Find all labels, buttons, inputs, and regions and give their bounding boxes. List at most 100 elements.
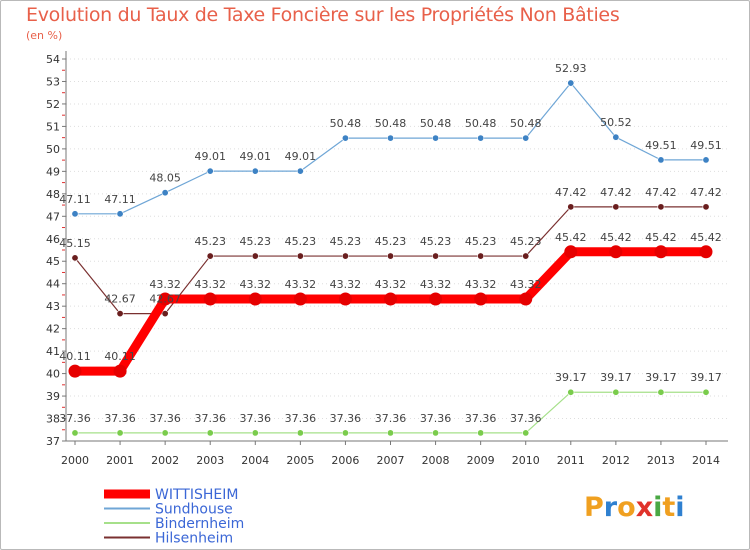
point-hilsenheim xyxy=(477,252,485,260)
x-tick-label: 2014 xyxy=(692,454,720,467)
y-tick-label: 51 xyxy=(46,120,60,133)
chart-title: Evolution du Taux de Taxe Foncière sur l… xyxy=(26,4,620,26)
data-label-wittisheim: 43.32 xyxy=(194,278,226,291)
y-tick-label: 52 xyxy=(46,98,60,111)
x-tick-label: 2008 xyxy=(422,454,450,467)
data-label-sundhouse: 50.48 xyxy=(465,117,497,130)
data-label-sundhouse: 50.52 xyxy=(600,116,632,129)
legend-label-wittisheim: WITTISHEIM xyxy=(155,487,238,503)
data-label-bindernheim: 39.17 xyxy=(645,371,677,384)
point-sundhouse xyxy=(206,167,214,175)
data-label-bindernheim: 39.17 xyxy=(690,371,722,384)
point-wittisheim xyxy=(654,245,668,259)
point-bindernheim xyxy=(386,429,394,437)
data-label-hilsenheim: 45.23 xyxy=(420,235,452,248)
data-label-bindernheim: 37.36 xyxy=(104,412,136,425)
x-tick-label: 2009 xyxy=(467,454,495,467)
data-label-hilsenheim: 42.67 xyxy=(149,293,181,306)
data-label-hilsenheim: 45.23 xyxy=(240,235,272,248)
point-hilsenheim xyxy=(296,252,304,260)
data-label-sundhouse: 49.01 xyxy=(194,150,226,163)
point-wittisheim xyxy=(338,292,352,306)
data-label-bindernheim: 39.17 xyxy=(600,371,632,384)
legend-label-hilsenheim: Hilsenheim xyxy=(155,531,233,547)
data-label-bindernheim: 37.36 xyxy=(59,412,91,425)
point-sundhouse xyxy=(657,156,665,164)
logo-letter: r xyxy=(604,492,618,523)
series-line-wittisheim xyxy=(70,247,711,376)
y-tick-label: 47 xyxy=(46,210,60,223)
data-label-bindernheim: 37.36 xyxy=(510,412,542,425)
data-label-hilsenheim: 45.23 xyxy=(194,235,226,248)
data-label-hilsenheim: 45.15 xyxy=(59,237,91,250)
x-tick-label: 2012 xyxy=(602,454,630,467)
data-label-wittisheim: 45.42 xyxy=(600,231,632,244)
point-wittisheim xyxy=(384,292,397,306)
point-hilsenheim xyxy=(567,203,575,211)
data-label-sundhouse: 49.51 xyxy=(645,139,677,152)
data-label-hilsenheim: 42.67 xyxy=(104,293,136,306)
logo-letter: i xyxy=(675,492,684,523)
legend-label-sundhouse: Sundhouse xyxy=(155,502,233,518)
data-label-wittisheim: 43.32 xyxy=(240,278,272,291)
point-sundhouse xyxy=(702,156,710,164)
data-label-sundhouse: 50.48 xyxy=(420,117,452,130)
point-bindernheim xyxy=(702,388,710,396)
point-wittisheim xyxy=(519,292,533,306)
data-label-sundhouse: 50.48 xyxy=(375,117,407,130)
data-label-hilsenheim: 47.42 xyxy=(690,186,722,199)
point-bindernheim xyxy=(71,429,79,437)
x-tick-label: 2004 xyxy=(241,454,269,467)
point-bindernheim xyxy=(477,429,485,437)
legend-label-bindernheim: Bindernheim xyxy=(155,516,244,532)
data-label-bindernheim: 37.36 xyxy=(194,412,226,425)
data-label-hilsenheim: 47.42 xyxy=(555,186,587,199)
logo-letter: t xyxy=(662,492,675,523)
data-label-hilsenheim: 47.42 xyxy=(645,186,677,199)
x-tick-label: 2001 xyxy=(106,454,134,467)
point-bindernheim xyxy=(161,429,169,437)
unit-label: (en %) xyxy=(26,29,63,42)
x-tick-label: 2003 xyxy=(196,454,224,467)
point-hilsenheim xyxy=(386,252,394,260)
data-label-sundhouse: 49.01 xyxy=(240,150,272,163)
proxiti-logo: Proxiti xyxy=(584,492,685,523)
point-bindernheim xyxy=(116,429,124,437)
point-wittisheim xyxy=(293,292,307,306)
point-bindernheim xyxy=(612,388,620,396)
point-sundhouse xyxy=(612,133,620,141)
data-label-wittisheim: 43.32 xyxy=(285,278,317,291)
point-hilsenheim xyxy=(251,252,259,260)
data-label-sundhouse: 48.05 xyxy=(149,172,181,185)
point-hilsenheim xyxy=(71,254,79,262)
point-wittisheim xyxy=(113,364,127,378)
point-hilsenheim xyxy=(432,252,440,260)
y-tick-label: 42 xyxy=(46,323,60,336)
data-label-wittisheim: 45.42 xyxy=(645,231,677,244)
data-label-wittisheim: 43.32 xyxy=(375,278,407,291)
x-tick-label: 2013 xyxy=(647,454,675,467)
y-tick-label: 44 xyxy=(46,278,60,291)
y-tick-label: 43 xyxy=(46,300,60,313)
data-label-bindernheim: 37.36 xyxy=(240,412,272,425)
data-label-hilsenheim: 45.23 xyxy=(375,235,407,248)
point-wittisheim xyxy=(203,292,217,306)
data-label-wittisheim: 43.32 xyxy=(149,278,181,291)
point-bindernheim xyxy=(522,429,530,437)
x-tick-label: 2007 xyxy=(377,454,405,467)
data-label-wittisheim: 40.11 xyxy=(59,350,91,363)
x-tick-label: 2010 xyxy=(512,454,540,467)
point-hilsenheim xyxy=(522,252,530,260)
y-tick-label: 38 xyxy=(46,413,60,426)
data-label-bindernheim: 37.36 xyxy=(465,412,497,425)
data-label-sundhouse: 49.01 xyxy=(285,150,317,163)
y-tick-label: 45 xyxy=(46,255,60,268)
point-sundhouse xyxy=(71,210,79,218)
data-label-hilsenheim: 47.42 xyxy=(600,186,632,199)
data-label-sundhouse: 50.48 xyxy=(330,117,362,130)
data-label-wittisheim: 45.42 xyxy=(690,231,722,244)
point-wittisheim xyxy=(248,292,262,306)
y-tick-label: 46 xyxy=(46,233,60,246)
